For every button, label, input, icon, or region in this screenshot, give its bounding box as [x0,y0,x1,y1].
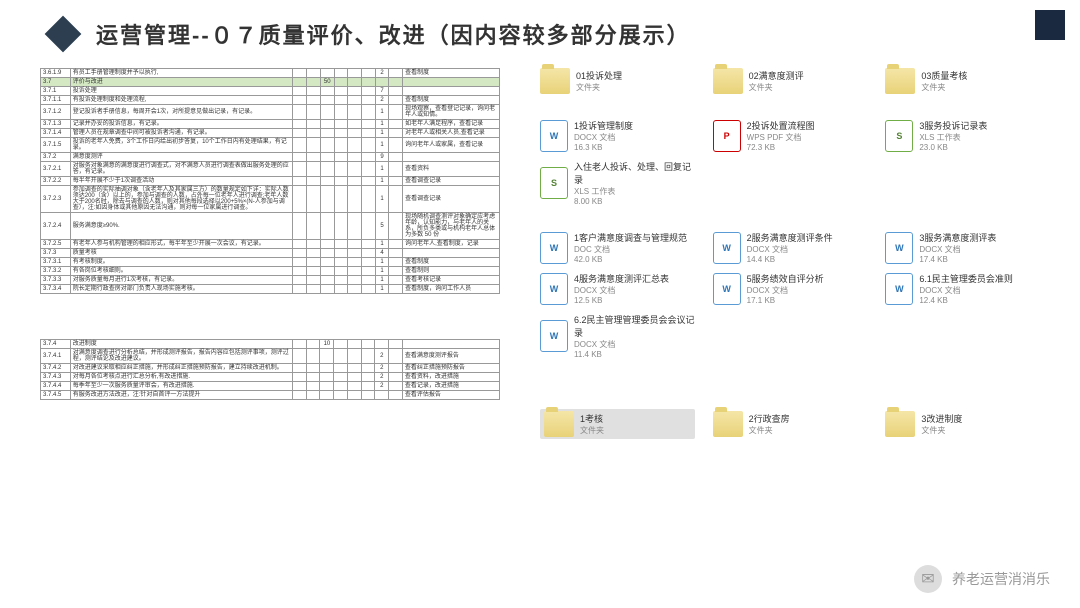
file-name: 6.2民主管理管理委员会会议记录 [574,313,695,339]
file-name: 3服务满意度测评表 [919,231,996,244]
file-type: DOC 文档 [574,244,687,255]
file-name: 3服务投诉记录表 [919,119,987,132]
docx-icon: W [540,120,568,152]
file-type: XLS 工作表 [574,186,695,197]
folder-icon [540,68,570,94]
folder-grid-1: 01投诉处理文件夹02满意度测评文件夹03质量考核文件夹 [540,68,1040,94]
file-name: 2行政查房 [749,412,790,425]
file-name: 4服务满意度测评汇总表 [574,272,669,285]
file-item[interactable]: P 2投诉处置流程图WPS PDF 文档72.3 KB [713,119,868,152]
file-item[interactable]: W 6.1民主管理委员会准则DOCX 文档12.4 KB [885,272,1040,305]
logo-icon [45,16,82,53]
file-item[interactable]: W 4服务满意度测评汇总表DOCX 文档12.5 KB [540,272,695,305]
folder-icon [713,411,743,437]
file-type: 文件夹 [749,425,790,436]
file-name: 3改进制度 [921,412,962,425]
file-type: 文件夹 [576,82,622,93]
wechat-icon: ✉ [914,565,942,593]
file-name: 1考核 [580,412,604,425]
docx-icon: W [885,232,913,264]
assessment-table-2: 3.7.4改进制度103.7.4.1对满意度调查进行分析总结，并形成测评报告，报… [40,339,500,400]
file-size: 8.00 KB [574,197,695,206]
file-size: 14.4 KB [747,255,833,264]
file-item[interactable]: 01投诉处理文件夹 [540,68,695,94]
docx-icon: W [713,273,741,305]
xls-icon: S [540,167,568,199]
file-item[interactable]: W 5服务绩效自评分析DOCX 文档17.1 KB [713,272,868,305]
file-type: DOCX 文档 [574,132,633,143]
file-grid-2: W1客户满意度调查与管理规范DOC 文档42.0 KBW2服务满意度测评条件DO… [540,231,1040,359]
file-item[interactable]: 3改进制度文件夹 [885,409,1040,439]
folder-icon [885,411,915,437]
folder-icon [885,68,915,94]
file-item[interactable]: 2行政查房文件夹 [713,409,868,439]
file-name: 6.1民主管理委员会准则 [919,272,1013,285]
file-grid-1: W 1投诉管理制度DOCX 文档16.3 KB P 2投诉处置流程图WPS PDF 文… [540,119,1040,206]
file-name: 02满意度测评 [749,69,804,82]
file-type: DOCX 文档 [747,285,824,296]
file-type: DOCX 文档 [747,244,833,255]
folder-icon [544,411,574,437]
file-item[interactable]: W 3服务满意度测评表DOCX 文档17.4 KB [885,231,1040,264]
file-item[interactable]: S入住老人投诉、处理、回复记录XLS 工作表8.00 KB [540,160,695,206]
file-type: 文件夹 [921,425,962,436]
file-type: 文件夹 [749,82,804,93]
file-size: 12.4 KB [919,296,1013,305]
file-type: DOCX 文档 [919,285,1013,296]
file-name: 1客户满意度调查与管理规范 [574,231,687,244]
docx-icon: W [713,232,741,264]
file-name: 入住老人投诉、处理、回复记录 [574,160,695,186]
file-name: 2投诉处置流程图 [747,119,815,132]
file-type: 文件夹 [580,425,604,436]
docx-icon: W [540,273,568,305]
file-size: 42.0 KB [574,255,687,264]
file-size: 16.3 KB [574,143,633,152]
file-type: DOCX 文档 [919,244,996,255]
file-type: DOCX 文档 [574,339,695,350]
file-item[interactable]: S 3服务投诉记录表XLS 工作表23.0 KB [885,119,1040,152]
file-item[interactable]: 02满意度测评文件夹 [713,68,868,94]
file-item[interactable]: W 1客户满意度调查与管理规范DOC 文档42.0 KB [540,231,695,264]
file-name: 5服务绩效自评分析 [747,272,824,285]
pdf-icon: P [713,120,741,152]
assessment-table-1: 3.6.1.9有员工手册管理制度并予以执行,2查看制度3.7评价与改进503.7… [40,68,500,294]
file-name: 2服务满意度测评条件 [747,231,833,244]
file-type: DOCX 文档 [574,285,669,296]
file-item[interactable]: 03质量考核文件夹 [885,68,1040,94]
file-size: 17.4 KB [919,255,996,264]
file-name: 01投诉处理 [576,69,622,82]
folder-icon [713,68,743,94]
folder-grid-2: 1考核文件夹2行政查房文件夹3改进制度文件夹 [540,409,1040,439]
file-item[interactable]: W6.2民主管理管理委员会会议记录DOCX 文档11.4 KB [540,313,695,359]
file-size: 12.5 KB [574,296,669,305]
file-size: 17.1 KB [747,296,824,305]
file-type: WPS PDF 文档 [747,132,815,143]
corner-decoration [1035,10,1065,40]
file-type: XLS 工作表 [919,132,987,143]
file-item[interactable]: W 1投诉管理制度DOCX 文档16.3 KB [540,119,695,152]
page-title: 运营管理--０７质量评价、改进（因内容较多部分展示） [96,18,691,50]
docx-icon: W [540,232,568,264]
file-type: 文件夹 [921,82,967,93]
file-item[interactable]: W 2服务满意度测评条件DOCX 文档14.4 KB [713,231,868,264]
watermark-text: 养老运营消消乐 [952,569,1050,589]
file-size: 11.4 KB [574,350,695,359]
xls-icon: S [885,120,913,152]
docx-icon: W [540,320,568,352]
file-name: 03质量考核 [921,69,967,82]
file-size: 72.3 KB [747,143,815,152]
file-item[interactable]: 1考核文件夹 [540,409,695,439]
file-size: 23.0 KB [919,143,987,152]
docx-icon: W [885,273,913,305]
watermark: ✉ 养老运营消消乐 [914,565,1050,593]
file-name: 1投诉管理制度 [574,119,633,132]
